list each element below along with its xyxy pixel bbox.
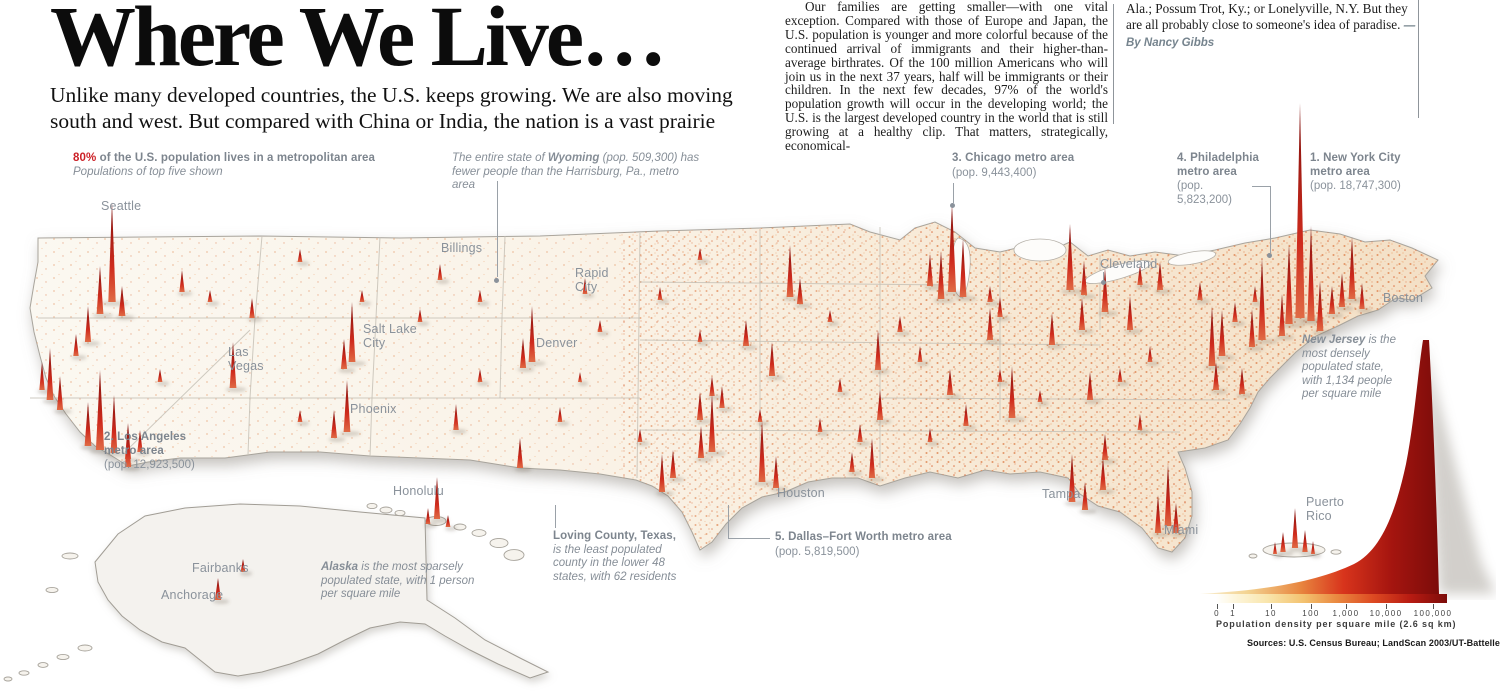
city-label-anchorage: Anchorage bbox=[161, 588, 224, 602]
city-label-rapid-city: Rapid City bbox=[575, 266, 609, 294]
callout-los-angeles: 2. Los Angeles metro area (pop. 12,923,5… bbox=[104, 431, 195, 471]
density-distribution-curve bbox=[1200, 340, 1496, 594]
source-credit: Sources: U.S. Census Bureau; LandScan 20… bbox=[1247, 638, 1500, 648]
callout-philadelphia: 4. Philadelphia metro area (pop. 5,823,2… bbox=[1177, 152, 1260, 206]
legend-tick-label: 100,000 bbox=[1413, 609, 1453, 618]
city-label-fairbanks: Fairbanks bbox=[192, 561, 249, 575]
city-label-seattle: Seattle bbox=[101, 199, 142, 213]
legend-tick bbox=[1233, 604, 1234, 609]
city-label-phoenix: Phoenix bbox=[350, 402, 397, 416]
legend-tick bbox=[1346, 604, 1347, 609]
callout-connector bbox=[1103, 272, 1104, 280]
callout-connector-dot bbox=[1267, 253, 1272, 258]
alaska-shape bbox=[3, 503, 550, 682]
callout-dallas: 5. Dallas–Fort Worth metro area (pop. 5,… bbox=[775, 531, 952, 558]
city-label-billings: Billings bbox=[441, 241, 483, 255]
closing-paragraph: Ala.; Possum Trot, Ky.; or Lonelyville, … bbox=[1126, 1, 1416, 50]
callout-connector-dot bbox=[494, 278, 499, 283]
callout-new-jersey: New Jersey is the most densely populated… bbox=[1302, 334, 1396, 400]
city-label-puerto-rico: Puerto Rico bbox=[1306, 495, 1345, 523]
city-label-houston: Houston bbox=[777, 486, 825, 500]
callout-connector bbox=[953, 183, 954, 203]
byline: —By Nancy Gibbs bbox=[1126, 19, 1416, 50]
city-label-denver: Denver bbox=[536, 336, 578, 350]
legend-tick-label: 10 bbox=[1265, 609, 1277, 618]
legend-gradient-bar bbox=[1216, 594, 1447, 603]
callout-alaska: Alaska is the most sparsely populated st… bbox=[321, 561, 475, 600]
legend-tick bbox=[1386, 604, 1387, 609]
callout-connector bbox=[497, 181, 498, 277]
great-lakes bbox=[951, 237, 1217, 299]
spike-shadows bbox=[37, 258, 1373, 605]
city-label-cleveland: Cleveland bbox=[1100, 257, 1158, 271]
legend-tick bbox=[1217, 604, 1218, 609]
hawaii-shape bbox=[366, 502, 525, 561]
callout-connector bbox=[728, 538, 770, 539]
legend-tick bbox=[1433, 604, 1434, 609]
callout-metro-share: 80% of the U.S. population lives in a me… bbox=[73, 152, 376, 178]
city-label-honolulu: Honolulu bbox=[393, 484, 444, 498]
page-title: Where We Live… bbox=[50, 0, 667, 84]
column-divider bbox=[1418, 0, 1419, 118]
city-label-boston: Boston bbox=[1383, 291, 1424, 305]
callout-loving-county: Loving County, Texas, is the least popul… bbox=[553, 530, 677, 583]
callout-connector-dot bbox=[1101, 280, 1106, 285]
population-spikes bbox=[39, 103, 1365, 600]
city-label-las-vegas: Las Vegas bbox=[228, 345, 264, 373]
legend-tick bbox=[1271, 604, 1272, 609]
callout-chicago: 3. Chicago metro area (pop. 9,443,400) bbox=[952, 152, 1075, 179]
city-label-tampa: Tampa bbox=[1042, 487, 1081, 501]
legend-tick-label: 1 bbox=[1230, 609, 1236, 618]
page-subtitle: Unlike many developed countries, the U.S… bbox=[50, 83, 733, 133]
callout-connector-dot bbox=[950, 203, 955, 208]
column-divider bbox=[1113, 4, 1114, 124]
legend-tick-label: 0 bbox=[1214, 609, 1220, 618]
city-label-miami: Miami bbox=[1164, 523, 1199, 537]
legend-caption: Population density per square mile (2.6 … bbox=[1216, 619, 1457, 629]
callout-wyoming: The entire state of Wyoming (pop. 509,30… bbox=[452, 152, 700, 191]
callout-new-york: 1. New York City metro area (pop. 18,747… bbox=[1310, 152, 1401, 192]
intro-paragraph: Our families are getting smaller—with on… bbox=[785, 0, 1108, 154]
callout-connector bbox=[728, 505, 729, 539]
legend-tick-label: 100 bbox=[1302, 609, 1320, 618]
callout-connector bbox=[555, 505, 556, 528]
legend-tick-label: 1,000 bbox=[1332, 609, 1360, 618]
legend-tick bbox=[1311, 604, 1312, 609]
callout-connector bbox=[1252, 186, 1270, 187]
city-label-salt-lake-city: Salt Lake City bbox=[363, 322, 417, 350]
legend-tick-label: 10,000 bbox=[1369, 609, 1403, 618]
state-borders bbox=[30, 227, 1231, 479]
callout-connector bbox=[1270, 186, 1271, 253]
